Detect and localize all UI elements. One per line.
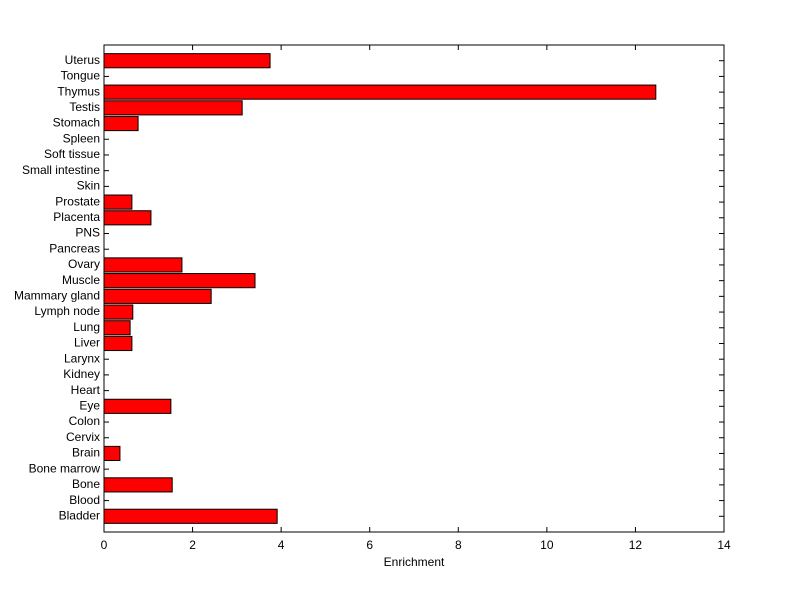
y-tick-label: Kidney	[63, 367, 100, 381]
bar	[103, 320, 131, 336]
y-tick-label: Soft tissue	[44, 147, 100, 161]
bar	[103, 335, 133, 352]
y-tick-label: Spleen	[63, 131, 100, 145]
bar	[103, 477, 173, 493]
y-tick-label: Placenta	[53, 210, 100, 224]
y-tick-label: Skin	[77, 179, 100, 193]
y-tick-label: Tongue	[61, 69, 101, 83]
y-tick-label: Pancreas	[49, 241, 100, 255]
y-tick-label: Lymph node	[34, 304, 100, 318]
bar	[103, 273, 256, 289]
y-tick-label: Bone marrow	[29, 461, 101, 475]
bar	[103, 100, 243, 116]
bar	[103, 398, 172, 414]
y-tick-label: PNS	[75, 226, 100, 240]
y-tick-label: Mammary gland	[14, 289, 100, 303]
y-tick-label: Prostate	[55, 194, 100, 208]
bar	[103, 257, 183, 273]
x-tick-label: 8	[455, 538, 462, 552]
x-tick-label: 0	[101, 538, 108, 552]
bar	[103, 84, 657, 100]
bar	[103, 53, 271, 69]
bar	[103, 288, 212, 304]
bar	[103, 304, 134, 320]
bar	[103, 445, 121, 462]
y-tick-label: Bladder	[59, 508, 100, 522]
x-tick-label: 2	[189, 538, 196, 552]
y-tick-label: Uterus	[65, 53, 100, 67]
y-tick-label: Cervix	[66, 430, 100, 444]
plot-frame	[103, 44, 725, 533]
bar	[103, 194, 133, 210]
y-tick-label: Larynx	[64, 351, 100, 365]
x-tick-label: 12	[629, 538, 643, 552]
bar	[103, 115, 139, 132]
y-tick-label: Eye	[79, 398, 100, 412]
y-tick-label: Heart	[71, 383, 101, 397]
y-tick-label: Testis	[69, 100, 100, 114]
y-tick-label: Small intestine	[22, 163, 100, 177]
x-axis-label: Enrichment	[384, 555, 445, 569]
y-tick-label: Blood	[69, 493, 100, 507]
y-tick-label: Ovary	[68, 257, 100, 271]
y-tick-label: Brain	[72, 446, 100, 460]
bar	[103, 210, 152, 226]
y-tick-label: Thymus	[57, 84, 100, 98]
y-tick-label: Liver	[74, 336, 100, 350]
x-tick-label: 14	[717, 538, 731, 552]
bar	[103, 508, 278, 524]
x-tick-label: 4	[278, 538, 285, 552]
x-tick-label: 6	[366, 538, 373, 552]
y-tick-label: Stomach	[53, 116, 100, 130]
y-tick-label: Lung	[73, 320, 100, 334]
x-tick-label: 10	[540, 538, 554, 552]
y-tick-label: Muscle	[62, 273, 100, 287]
y-tick-label: Colon	[69, 414, 100, 428]
y-tick-label: Bone	[72, 477, 100, 491]
